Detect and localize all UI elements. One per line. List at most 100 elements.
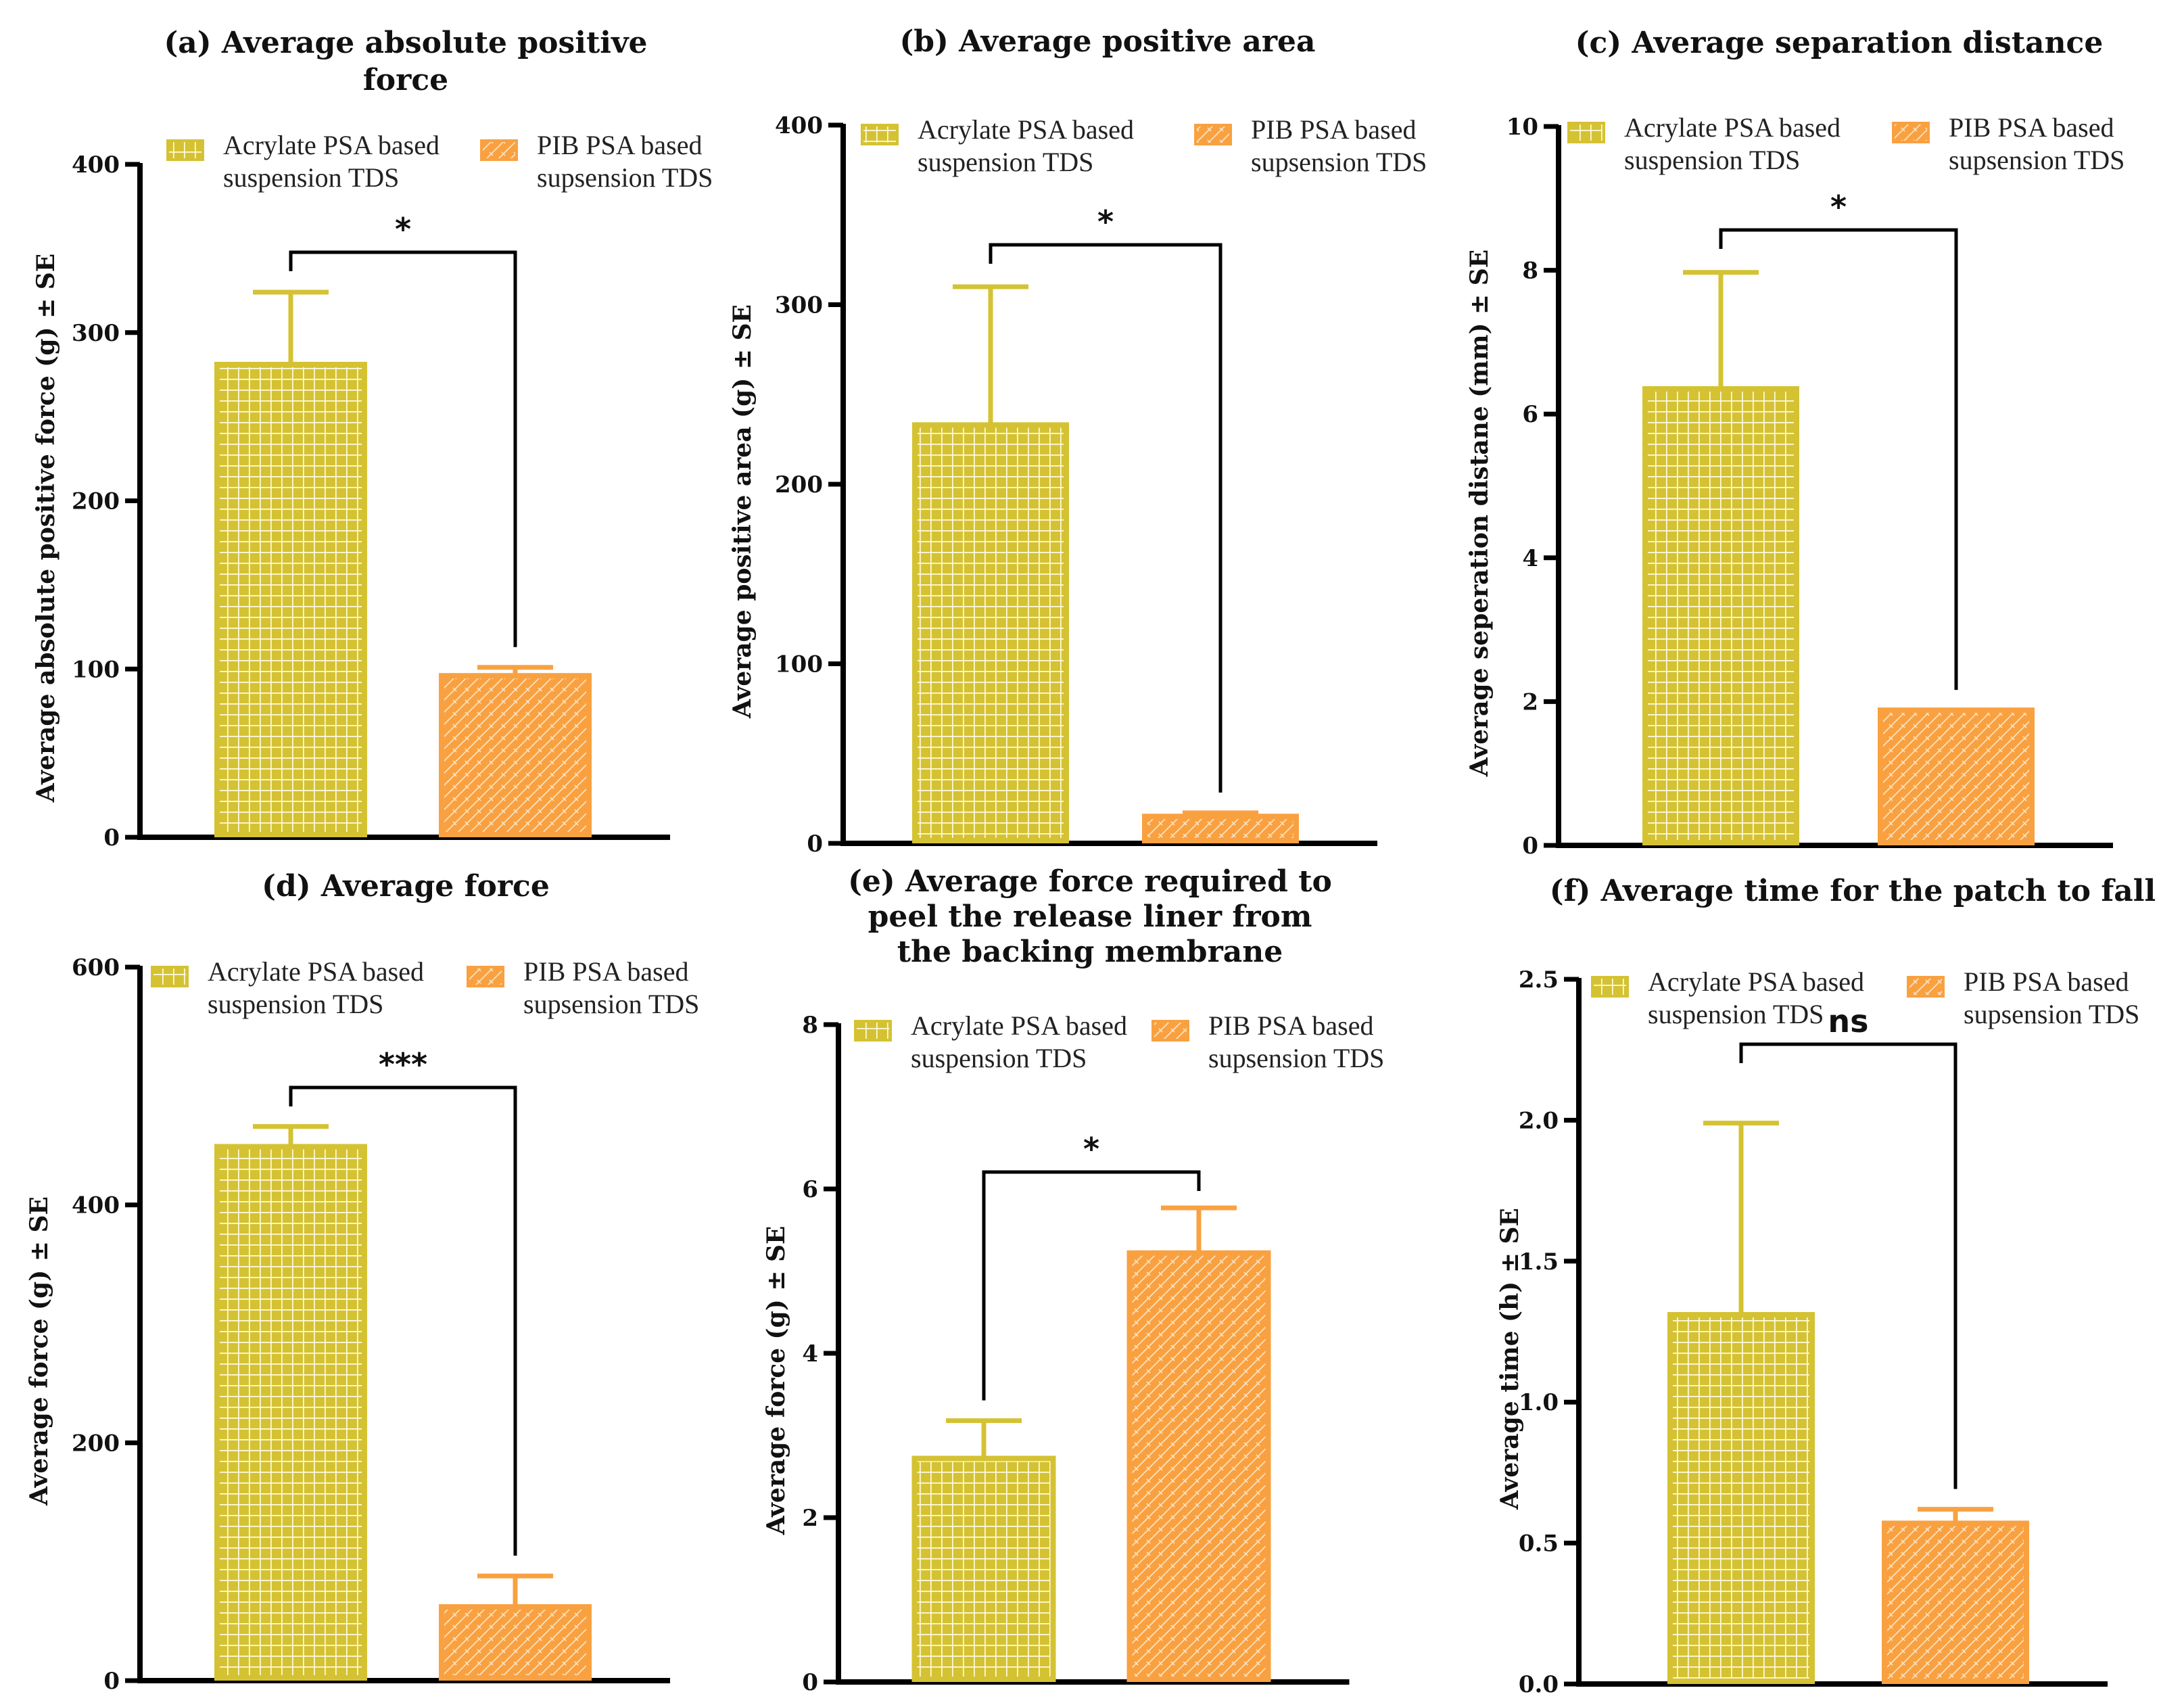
y-axis-label: Average time (h) ± SE [1496,1208,1524,1510]
y-tick-label: 4 [802,1340,818,1367]
chart-title: peel the release liner from [868,899,1312,934]
bar-pib [439,1604,592,1681]
chart-title: (f) Average time for the patch to fall [1550,874,2156,908]
chart-title: (d) Average force [262,869,550,904]
y-axis-label: Average positive area (g) ± SE [728,304,757,719]
significance-label: ns [1828,1003,1868,1039]
chart-panel-d: (d) Average force 0 200 400 600 Average force… [25,869,699,1695]
legend-label: supsension TDS [1964,999,2139,1029]
legend-label: suspension TDS [918,147,1093,177]
y-tick-label: 0 [1522,833,1538,860]
significance-bracket [289,1085,517,1556]
y-tick-label: 0 [802,1669,818,1696]
legend-swatch-acrylate [151,966,189,987]
chart-title: (e) Average force required to [848,864,1332,899]
y-tick-label: 0 [807,831,823,858]
bar-pib [439,673,592,838]
bar-acrylate [214,1144,367,1681]
legend-swatch-pib [1152,1020,1189,1042]
y-tick-label: 300 [775,292,823,319]
chart-title: (b) Average positive area [899,24,1315,59]
legend-label: PIB PSA based [1964,966,2129,997]
significance-bracket [982,1170,1201,1401]
y-tick-label: 2 [802,1505,818,1532]
significance-bracket [989,243,1222,793]
bar-pib [1126,1250,1271,1682]
y-tick-label: 0.5 [1519,1530,1559,1558]
legend-label: PIB PSA based [1208,1010,1374,1041]
legend-swatch-pib [1194,124,1232,145]
legend-label: supsension TDS [1949,145,2124,175]
bar-acrylate [1642,385,1799,845]
legend-swatch-acrylate [1591,976,1629,998]
bar-acrylate [1667,1311,1815,1684]
legend-label: Acrylate PSA based [911,1010,1127,1041]
y-tick-label: 4 [1522,545,1538,572]
y-tick-label: 100 [775,651,823,678]
significance-bracket [1739,1042,1957,1489]
y-tick-label: 600 [72,954,120,981]
y-tick-label: 8 [802,1012,818,1039]
significance-label: * [1097,204,1114,240]
legend-label: supsension TDS [537,162,713,193]
bar-pib [1882,1520,2029,1685]
chart-title: the backing membrane [897,935,1283,969]
chart-panel-b: (b) Average positive area 0 100 200 300 400 Av… [728,24,1427,858]
legend-label: PIB PSA based [1949,112,2114,143]
legend-label: suspension TDS [223,162,399,193]
y-tick-label: 200 [72,488,120,515]
legend-label: suspension TDS [208,989,383,1019]
y-axis-label: Average absolute positive force (g) ± SE [32,254,60,803]
bar-acrylate [912,422,1069,843]
legend-label: suspension TDS [911,1043,1087,1073]
y-tick-label: 200 [775,471,823,498]
legend-label: supsension TDS [523,989,699,1019]
y-tick-label: 200 [72,1430,120,1457]
significance-label: * [1083,1131,1099,1167]
legend-label: supsension TDS [1251,147,1427,177]
legend-label: PIB PSA based [523,956,689,987]
significance-bracket [289,250,517,647]
y-axis-label: Average force (g) ± SE [762,1226,790,1536]
y-tick-label: 1.0 [1519,1389,1559,1416]
bar-acrylate [911,1455,1056,1683]
bar-acrylate [214,362,367,837]
y-tick-label: 0.0 [1519,1671,1559,1698]
y-tick-label: 6 [1522,401,1538,428]
y-tick-label: 0 [103,824,120,851]
legend-swatch-pib [1907,976,1945,998]
legend-label: suspension TDS [1624,145,1800,175]
legend-label: Acrylate PSA based [223,130,440,160]
y-tick-label: 1.5 [1519,1248,1559,1276]
y-tick-label: 8 [1522,258,1538,285]
y-axis-label: Average seperation distane (mm) ± SE [1465,250,1494,777]
legend-swatch-pib [467,966,504,987]
legend-label: suspension TDS [1648,999,1824,1029]
chart-panel-f: (f) Average time for the patch to fall 0.… [1496,874,2156,1698]
chart-title: force [363,63,448,97]
y-tick-label: 2.5 [1519,966,1559,993]
legend-swatch-acrylate [854,1020,892,1042]
legend-swatch-pib [480,139,518,161]
y-tick-label: 100 [72,656,120,683]
legend-swatch-acrylate [166,139,204,161]
significance-label: * [395,211,411,248]
y-tick-label: 2 [1522,688,1538,716]
y-tick-label: 400 [72,151,120,179]
legend-label: PIB PSA based [537,130,703,160]
chart-title: (c) Average separation distance [1575,26,2104,60]
significance-label: *** [379,1046,427,1083]
y-tick-label: 300 [72,320,120,347]
chart-panel-c: (c) Average separation distance 0 2 4 6 8 10 Av… [1465,26,2124,860]
legend-label: PIB PSA based [1251,114,1417,145]
y-axis-label: Average force (g) ± SE [25,1196,53,1506]
